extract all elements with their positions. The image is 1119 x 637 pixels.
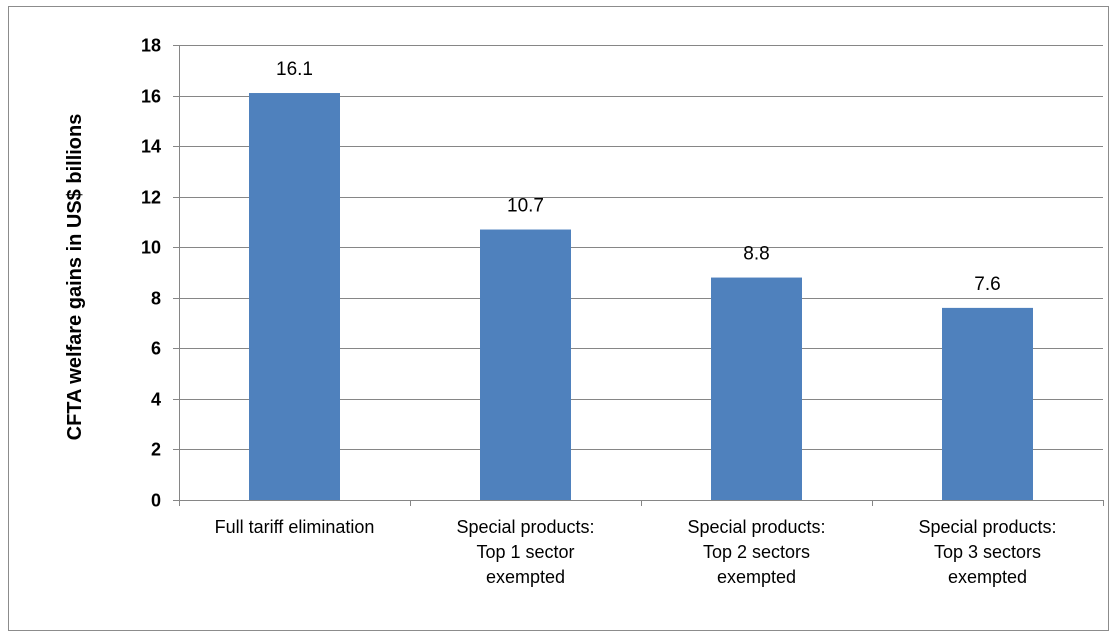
x-category-label: exempted [486, 567, 565, 587]
y-axis-title: CFTA welfare gains in US$ billions [64, 114, 86, 441]
y-tick-label: 12 [141, 188, 161, 208]
x-category-label: Top 3 sectors [934, 542, 1041, 562]
bar [249, 93, 340, 501]
bar [942, 307, 1033, 500]
data-label: 7.6 [974, 274, 1000, 295]
y-tick-label: 2 [151, 440, 161, 460]
y-tick-label: 18 [141, 36, 161, 56]
y-tick-label: 4 [151, 390, 161, 410]
data-label: 16.1 [276, 59, 313, 80]
y-tick-label: 14 [141, 137, 161, 157]
axes [173, 45, 1104, 506]
x-category-label: Top 2 sectors [703, 542, 810, 562]
x-category-label: Top 1 sector [476, 542, 574, 562]
bars [249, 93, 1033, 501]
y-tick-label: 8 [151, 289, 161, 309]
x-category-label: exempted [717, 567, 796, 587]
data-label: 10.7 [507, 196, 544, 217]
y-tick-label: 6 [151, 339, 161, 359]
x-category-label: Special products: [918, 517, 1056, 537]
x-category-label: Special products: [687, 517, 825, 537]
x-category-labels: Full tariff elimination Special products:… [215, 517, 1057, 587]
bar-chart: 0 2 4 6 8 10 12 14 16 18 Full tariff elimination S… [64, 36, 1104, 587]
y-tick-label: 10 [141, 238, 161, 258]
x-category-label: Special products: [456, 517, 594, 537]
data-label: 8.8 [743, 244, 769, 265]
y-tick-label: 16 [141, 87, 161, 107]
x-category-label: exempted [948, 567, 1027, 587]
x-category-label: Full tariff elimination [215, 517, 375, 537]
y-tick-label: 0 [151, 491, 161, 511]
y-tick-labels: 0 2 4 6 8 10 12 14 16 18 [141, 36, 161, 511]
bar [480, 229, 571, 500]
chart-frame: 0 2 4 6 8 10 12 14 16 18 Full tariff elimination S… [8, 6, 1109, 631]
data-labels: 16.1 10.7 8.8 7.6 [276, 59, 1001, 295]
bar [711, 277, 802, 500]
